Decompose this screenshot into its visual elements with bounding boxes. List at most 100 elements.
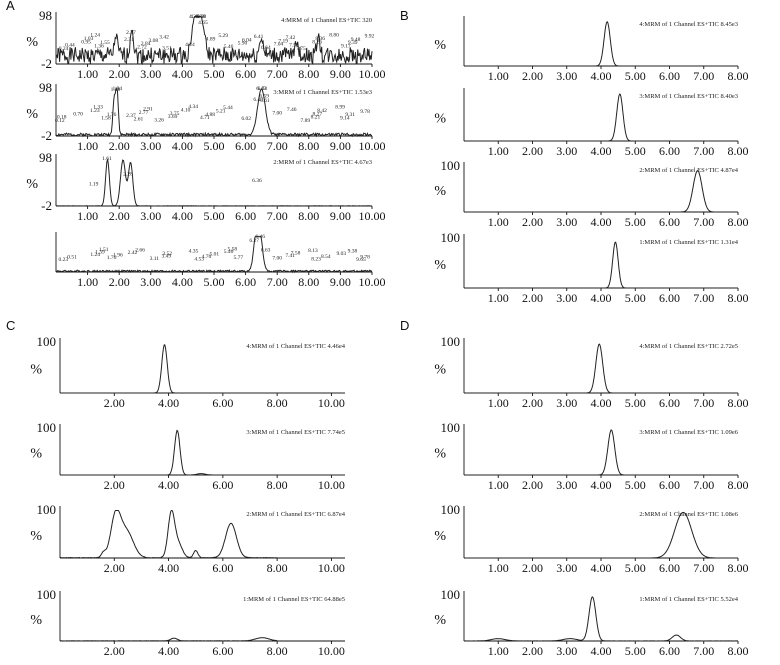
peak-label: 1.58 [101, 116, 111, 122]
chromatogram-trace [464, 343, 738, 394]
y-percent-label: % [434, 38, 446, 53]
x-tick-label: 2.00 [109, 67, 130, 81]
channel-label: 4:MRM of 1 Channel ES+TIC 4.46e4 [246, 343, 345, 350]
peak-label: 6.49 [256, 86, 266, 92]
x-tick-label: 7.00 [693, 291, 714, 305]
x-tick-label: 5.00 [625, 561, 646, 575]
y-max-label: 100 [441, 334, 461, 349]
peak-label: 2.77 [139, 110, 149, 116]
trace-group: 2.00 4.00 6.00 8.00 10.00 100% 4:MRM of 1 Chan… [30, 334, 345, 410]
x-tick-label: 2.00 [522, 291, 543, 305]
x-tick-label: 10.00 [359, 209, 386, 223]
peak-label: 9.17 [341, 44, 351, 50]
x-tick-label: 2.00 [104, 478, 125, 492]
peak-label: 4.53 [194, 257, 204, 263]
y-min-label: -2 [41, 56, 52, 71]
channel-label: 2:MRM of 1 Channel ES+TIC 1.08e6 [639, 511, 738, 518]
peak-label: 3.69 [168, 114, 178, 120]
peak-label: 8.23 [311, 256, 321, 262]
chromatogram-trace [60, 344, 345, 394]
peak-label: 7.75 [296, 46, 306, 52]
chromatogram-trace [464, 241, 738, 289]
y-max-label: 100 [441, 587, 461, 602]
peak-label: 1.94 [112, 86, 122, 92]
x-tick-label: 6.00 [212, 478, 233, 492]
peak-label: 4.40 [190, 14, 200, 20]
x-tick-label: 5.00 [625, 69, 646, 83]
channel-label: 4:MRM of 1 Channel ES+TIC 320 [281, 17, 372, 24]
peak-label: 2.91 [143, 106, 153, 112]
x-tick-label: 6.00 [659, 396, 680, 410]
chromatogram-trace [56, 87, 373, 138]
x-tick-label: 6.00 [235, 67, 256, 81]
peak-label: 2.61 [134, 117, 144, 123]
x-tick-label: 2.00 [109, 139, 130, 153]
y-percent-label: % [434, 258, 446, 273]
peak-label: 9.65 [356, 257, 366, 263]
channel-label: 1:MRM of 1 Channel ES+TIC 5.52e4 [639, 596, 738, 603]
channel-label: 3:MRM of 1 Channel ES+TIC 1.09e6 [639, 429, 738, 436]
panel-letter: D [400, 318, 409, 333]
panel-letter: C [6, 318, 15, 333]
x-tick-label: 2.00 [522, 644, 543, 658]
x-tick-label: 5.00 [625, 478, 646, 492]
x-tick-label: 4.00 [158, 644, 179, 658]
x-tick-label: 7.00 [693, 561, 714, 575]
peak-label: 5.46 [224, 44, 234, 50]
x-tick-label: 4.00 [591, 478, 612, 492]
x-tick-label: 6.00 [212, 561, 233, 575]
peak-label: 2.31 [124, 37, 134, 43]
x-tick-label: 10.00 [318, 644, 345, 658]
trace-group: 1.00 2.00 3.00 4.00 5.00 6.00 7.00 8.00 100% 1:MR… [434, 230, 748, 305]
x-tick-label: 1.00 [488, 215, 509, 229]
x-tick-label: 8.00 [728, 69, 749, 83]
y-max-label: 100 [441, 420, 461, 435]
chromatogram-trace [60, 429, 345, 476]
x-tick-label: 10.00 [359, 67, 386, 81]
peak-label: 2.37 [126, 30, 136, 36]
chromatogram-trace [464, 20, 738, 67]
peak-label: 4.58 [196, 14, 206, 20]
trace-group: 1.00 2.00 3.00 4.00 5.00 6.00 7.00 8.00 9.00 10.0… [26, 80, 385, 153]
x-tick-label: 5.00 [625, 215, 646, 229]
x-tick-label: 1.00 [488, 69, 509, 83]
x-tick-label: 8.00 [728, 215, 749, 229]
x-tick-label: 1.00 [488, 396, 509, 410]
peak-label: 9.39 [348, 40, 358, 46]
trace-group: 2.00 4.00 6.00 8.00 10.00 100% 2:MRM of 1 Chan… [30, 502, 345, 575]
peak-label: 0.44 [65, 43, 75, 49]
x-tick-label: 6.00 [212, 396, 233, 410]
channel-label: 2:MRM of 1 Channel ES+TIC 4.67e3 [273, 159, 372, 166]
x-tick-label: 5.00 [625, 144, 646, 158]
peak-label: 8.21 [311, 115, 321, 121]
peak-label: 6.59 [259, 94, 269, 100]
x-tick-label: 8.00 [298, 275, 319, 289]
peak-label: 8.80 [329, 33, 339, 39]
chromatogram-trace [60, 510, 278, 559]
peak-label: 7.41 [285, 253, 295, 259]
x-tick-label: 9.00 [330, 209, 351, 223]
x-tick-label: 5.00 [204, 209, 225, 223]
x-tick-label: 3.00 [140, 275, 161, 289]
peak-label: 1.36 [94, 44, 104, 50]
peak-label: 0.24 [59, 46, 69, 52]
panel-C: C 2.00 4.00 6.00 8.00 10.00 100% 4:MRM of 1 Cha… [6, 318, 346, 658]
peak-label: 9.78 [360, 254, 370, 260]
x-tick-label: 4.00 [591, 215, 612, 229]
x-tick-label: 2.00 [522, 396, 543, 410]
x-tick-label: 7.00 [693, 69, 714, 83]
x-tick-label: 2.00 [522, 478, 543, 492]
peak-label: 6.40 [253, 97, 263, 103]
x-tick-label: 7.00 [267, 67, 288, 81]
trace-group: 1.00 2.00 3.00 4.00 5.00 6.00 7.00 8.00% 4:MRM o… [434, 16, 749, 83]
x-tick-label: 4.00 [591, 644, 612, 658]
peak-label: 2.28 [123, 171, 133, 177]
peak-label: 8.54 [321, 254, 331, 260]
y-percent-label: % [26, 35, 38, 50]
x-tick-label: 6.00 [659, 291, 680, 305]
x-tick-label: 6.00 [659, 478, 680, 492]
peak-label: 4.10 [181, 107, 191, 113]
peak-label: 1.33 [93, 105, 103, 111]
peak-label: 6.64 [261, 45, 271, 51]
